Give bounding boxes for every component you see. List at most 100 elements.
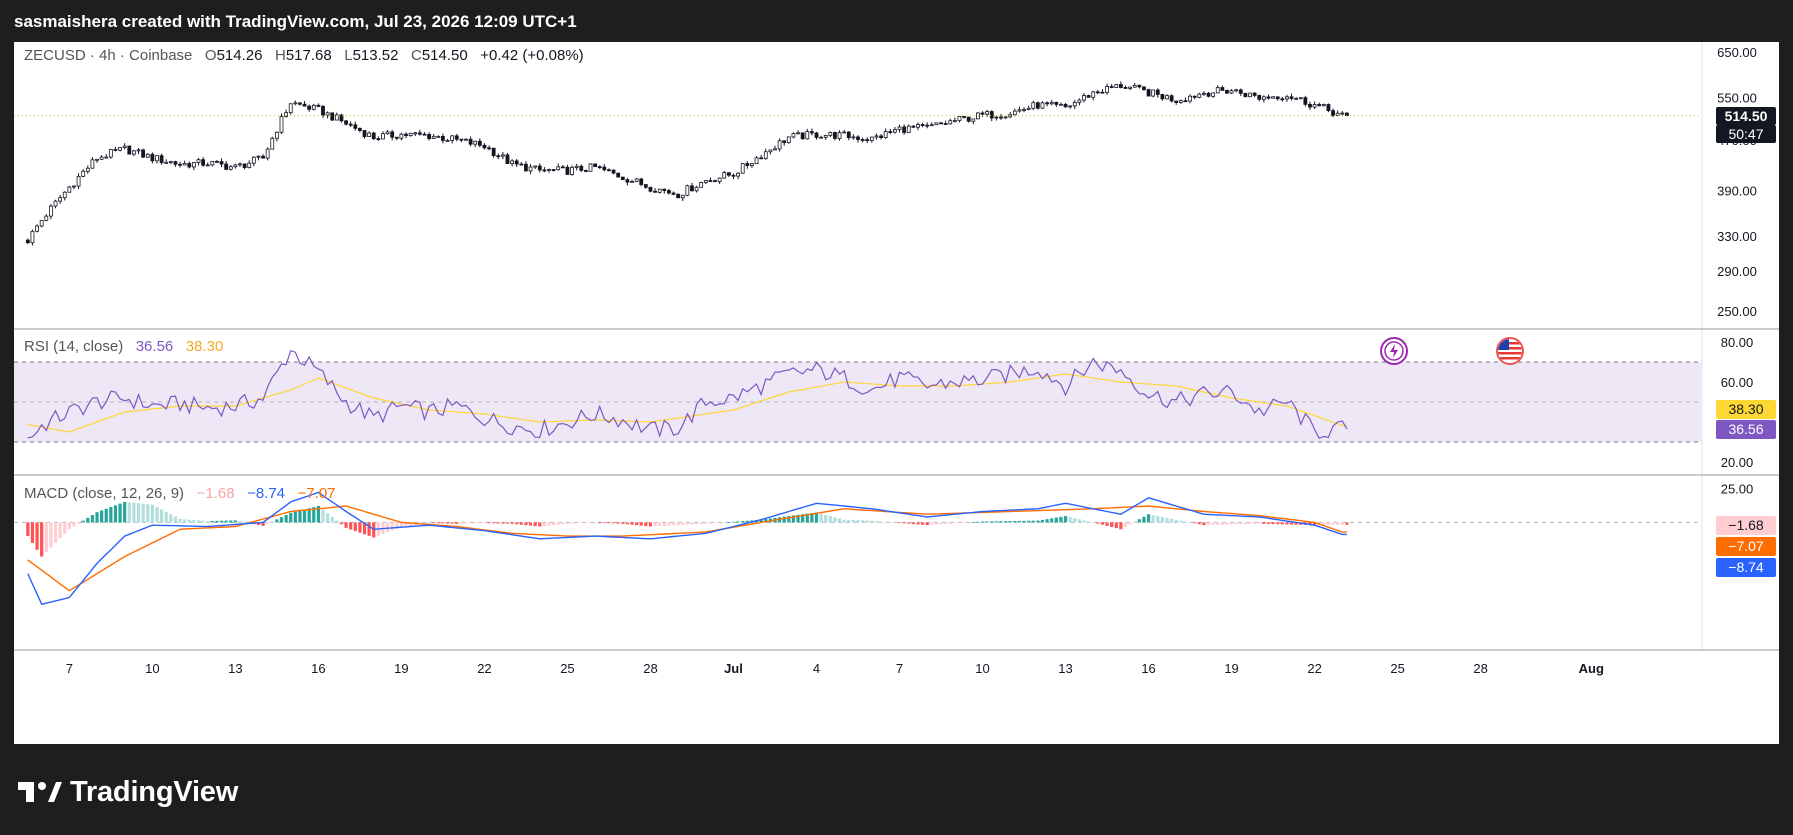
macd-histogram-bar [671,522,676,526]
macd-histogram-bar [53,522,58,543]
candle-body [431,136,436,139]
macd-tick-label: 25.00 [1721,481,1754,496]
macd-histogram-bar [851,519,855,523]
macd-histogram-bar [708,522,713,524]
chart-frame[interactable]: 250.00290.00330.00390.00470.00550.00650.… [14,42,1779,744]
macd-histogram-bar [293,511,297,523]
macd-histogram-bar [524,522,528,526]
candle-body [261,155,265,159]
candle-body [348,123,353,126]
macd-histogram-bar [30,522,35,543]
candle-body [809,131,814,134]
candle-body [1132,84,1137,88]
candle-body [851,136,856,139]
macd-histogram-bar [1013,520,1017,523]
candle-body [376,138,381,141]
macd-histogram-bar [1036,520,1040,523]
time-tick-label: 25 [560,661,574,676]
macd-legend-value: −8.74 [247,485,286,502]
macd-histogram-bar [962,522,966,524]
candle-body [713,180,717,183]
chart-canvas[interactable]: 250.00290.00330.00390.00470.00550.00650.… [14,42,1779,744]
macd-histogram-bar [1211,522,1215,525]
candle-body [800,132,805,140]
macd-histogram-bar [870,520,874,523]
candle-body [404,133,408,136]
macd-hist-axis-tag: −1.68 [1716,516,1776,535]
candle-body [722,172,727,179]
macd-histogram-bar [1225,522,1229,525]
candle-body [196,159,201,163]
symbol-label[interactable]: ZECUSD · 4h · Coinbase [24,47,193,64]
candle-body [879,135,883,139]
macd-histogram-bar [861,520,865,523]
candle-body [593,163,598,168]
candle-body [916,124,920,128]
macd-histogram-bar [694,522,699,525]
macd-histogram-bar [1253,522,1257,524]
candle-body [579,165,584,171]
candle-body [44,215,49,221]
macd-histogram-bar [1345,522,1349,525]
candle-body [62,191,67,199]
macd-histogram-bar [358,522,362,533]
macd-histogram-bar [1031,520,1035,523]
candle-body [247,162,252,168]
open-label: O [204,47,217,64]
macd-histogram-bar [801,514,805,523]
rsi-legend: RSI (14, close) 36.56 38.30 [24,338,223,355]
candle-body [95,158,99,161]
candle-body [500,154,505,157]
candle-body [219,161,224,165]
candle-body [920,124,925,126]
candle-body [505,154,510,164]
candle-body [491,147,496,157]
candle-body [823,135,828,138]
macd-histogram-bar [745,520,749,523]
tradingview-logo[interactable]: TradingView [18,772,238,812]
last-price-tag: 514.50 [1716,107,1776,125]
macd-histogram-bar [1266,522,1271,525]
candle-body [330,112,335,121]
candle-body [514,160,519,165]
us-flag-event-icon[interactable] [1496,337,1524,365]
macd-histogram-bar [390,522,394,531]
candle-body [865,139,870,141]
candle-body [897,126,902,130]
macd-histogram-bar [422,522,427,524]
candle-body [883,131,888,139]
macd-histogram-bar [1220,522,1224,525]
macd-histogram-bar [404,522,408,527]
time-tick-label: 19 [1224,661,1238,676]
macd-histogram-bar [1202,522,1206,526]
macd-histogram-bar [279,517,284,523]
candle-body [639,178,644,185]
macd-histogram-bar [953,522,957,524]
macd-histogram-bar [1340,522,1344,525]
macd-histogram-bar [681,522,685,525]
lightning-event-icon[interactable] [1380,337,1408,365]
macd-histogram-bar [270,521,274,523]
macd-histogram-bar [298,510,302,523]
macd-hist-legend-value: −1.68 [196,485,235,502]
macd-histogram-bar [874,520,879,523]
candle-body [53,200,58,207]
candle-body [311,104,316,110]
candle-body [1252,92,1257,96]
macd-histogram-bar [584,522,588,524]
macd-histogram-bar [930,522,934,525]
candle-body [72,185,76,188]
candle-body [985,111,990,115]
rsi-indicator-label[interactable]: RSI (14, close) [24,338,124,355]
macd-histogram-bar [685,522,689,525]
macd-histogram-bar [1137,519,1141,523]
macd-indicator-label[interactable]: MACD (close, 12, 26, 9) [24,485,185,502]
close-value: 514.50 [421,47,468,64]
macd-histogram-bar [492,522,496,524]
candle-body [1211,92,1216,97]
macd-histogram-bar [339,522,344,525]
macd-histogram-bar [653,522,657,527]
candle-body [902,126,907,133]
macd-histogram-bar [635,522,639,526]
macd-histogram-bar [722,522,726,524]
